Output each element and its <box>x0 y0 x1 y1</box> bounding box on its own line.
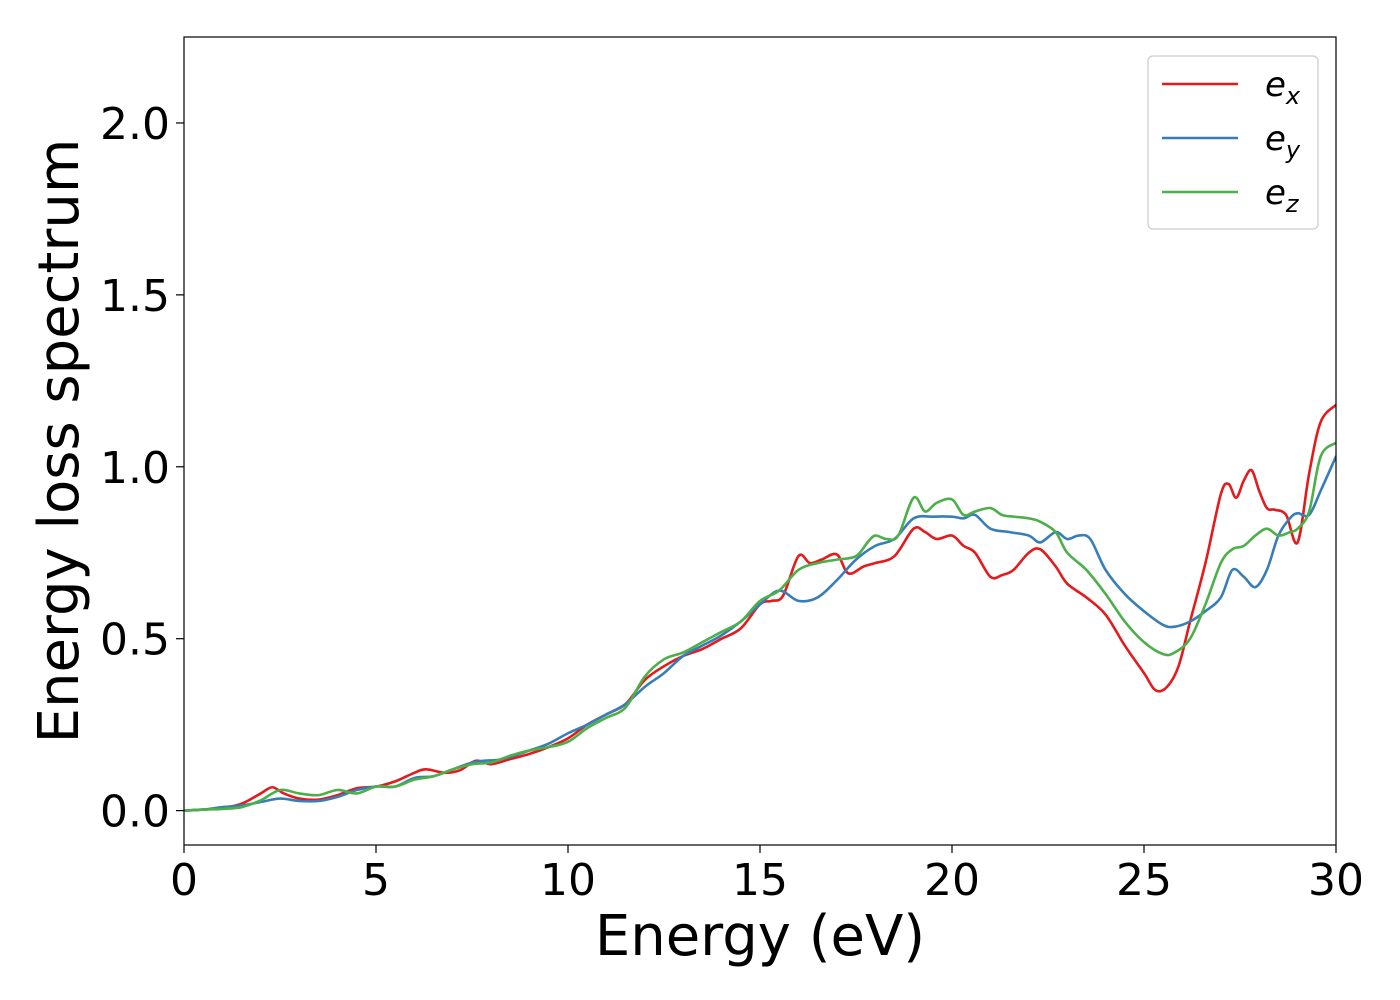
x-tick-label: 0 <box>170 855 198 906</box>
x-tick-label: 15 <box>732 855 788 906</box>
y-tick-label: 2.0 <box>100 99 170 150</box>
legend-box <box>1147 55 1319 230</box>
legend-label-x: ex <box>1265 65 1301 110</box>
series-layer <box>184 403 1336 812</box>
legend-label-z: ez <box>1265 173 1300 218</box>
y-tick-label: 0.0 <box>100 787 170 838</box>
x-tick-label: 30 <box>1308 855 1364 906</box>
series-line-e-x <box>184 403 1336 812</box>
y-axis-label: Energy loss spectrum <box>27 139 92 744</box>
legend: ex ey ez <box>1147 55 1319 230</box>
x-tick-label: 25 <box>1116 855 1172 906</box>
x-tick-label: 5 <box>362 855 390 906</box>
legend-label-y: ey <box>1265 119 1301 164</box>
x-tick-label: 20 <box>924 855 980 906</box>
y-tick-label: 1.0 <box>100 443 170 494</box>
y-tick-label: 0.5 <box>100 615 170 666</box>
x-tick-label: 10 <box>540 855 596 906</box>
x-axis-label: Energy (eV) <box>595 904 925 969</box>
series-line-e-z <box>184 441 1336 812</box>
series-line-e-y <box>184 455 1336 812</box>
y-axis-ticks: 0.0 0.5 1.0 1.5 2.0 <box>100 99 184 838</box>
x-axis-ticks: 0 5 10 15 20 25 30 <box>170 845 1364 906</box>
y-tick-label: 1.5 <box>100 271 170 322</box>
